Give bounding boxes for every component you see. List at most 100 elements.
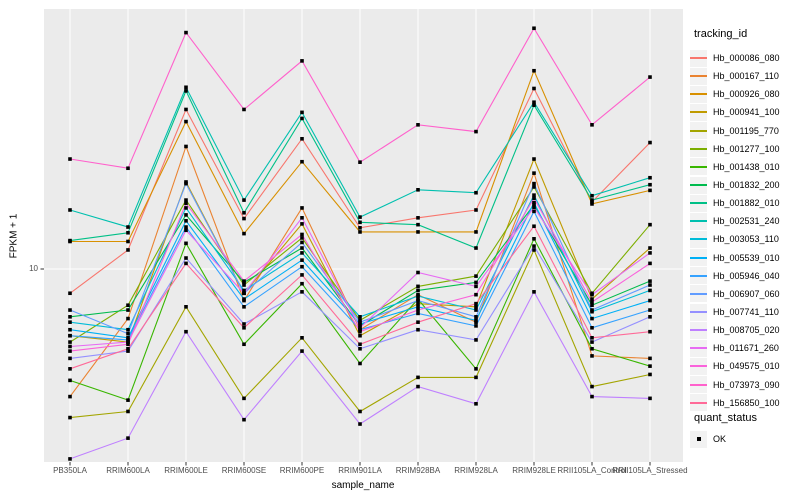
data-point[interactable]	[590, 340, 594, 344]
data-point[interactable]	[300, 251, 304, 255]
data-point[interactable]	[648, 329, 652, 334]
legend-item-Hb_005539_010[interactable]: Hb_005539_010	[690, 249, 780, 267]
data-point[interactable]	[242, 291, 246, 296]
data-point[interactable]	[68, 356, 72, 361]
data-point[interactable]	[68, 320, 72, 324]
data-point[interactable]	[242, 342, 246, 347]
data-point[interactable]	[590, 300, 594, 304]
legend-item-Hb_001832_200[interactable]: Hb_001832_200	[690, 176, 780, 194]
data-point[interactable]	[358, 315, 362, 319]
data-point[interactable]	[648, 222, 652, 227]
data-point[interactable]	[126, 166, 130, 171]
data-point[interactable]	[184, 241, 188, 246]
legend-item-ok[interactable]: OK	[690, 430, 726, 448]
data-point[interactable]	[300, 264, 304, 269]
data-point[interactable]	[358, 333, 362, 338]
legend-item-Hb_007741_110[interactable]: Hb_007741_110	[690, 303, 780, 321]
data-point[interactable]	[300, 116, 304, 121]
data-point[interactable]	[184, 206, 188, 210]
data-point[interactable]	[474, 246, 478, 250]
data-point[interactable]	[68, 415, 72, 420]
data-point[interactable]	[126, 316, 130, 321]
legend-item-Hb_156850_100[interactable]: Hb_156850_100	[690, 394, 780, 412]
data-point[interactable]	[300, 246, 304, 250]
data-point[interactable]	[474, 367, 478, 371]
legend-item-Hb_001195_770[interactable]: Hb_001195_770	[690, 122, 780, 140]
legend-item-Hb_000926_080[interactable]: Hb_000926_080	[690, 85, 780, 103]
data-point[interactable]	[358, 422, 362, 426]
data-point[interactable]	[532, 248, 536, 252]
data-point[interactable]	[474, 305, 478, 309]
data-point[interactable]	[416, 384, 420, 389]
data-point[interactable]	[126, 239, 130, 244]
data-point[interactable]	[416, 301, 420, 306]
data-point[interactable]	[358, 342, 362, 347]
legend-item-Hb_006907_060[interactable]: Hb_006907_060	[690, 285, 780, 303]
data-point[interactable]	[68, 291, 72, 296]
data-point[interactable]	[184, 213, 188, 217]
data-point[interactable]	[184, 144, 188, 149]
data-point[interactable]	[68, 208, 72, 212]
data-point[interactable]	[358, 409, 362, 414]
data-point[interactable]	[648, 396, 652, 401]
data-point[interactable]	[648, 308, 652, 312]
data-point[interactable]	[648, 283, 652, 287]
data-point[interactable]	[184, 219, 188, 223]
data-point[interactable]	[184, 225, 188, 229]
data-point[interactable]	[648, 251, 652, 255]
data-point[interactable]	[126, 409, 130, 414]
data-point[interactable]	[184, 181, 188, 186]
data-point[interactable]	[184, 89, 188, 93]
data-point[interactable]	[300, 159, 304, 164]
legend-item-Hb_003053_110[interactable]: Hb_003053_110	[690, 230, 780, 248]
data-point[interactable]	[474, 129, 478, 134]
data-point[interactable]	[416, 270, 420, 275]
data-point[interactable]	[474, 292, 478, 297]
data-point[interactable]	[184, 198, 188, 202]
data-point[interactable]	[416, 216, 420, 220]
data-point[interactable]	[242, 305, 246, 309]
data-point[interactable]	[474, 190, 478, 195]
data-point[interactable]	[68, 349, 72, 353]
data-point[interactable]	[184, 329, 188, 334]
data-point[interactable]	[532, 244, 536, 248]
data-point[interactable]	[474, 315, 478, 319]
data-point[interactable]	[474, 324, 478, 328]
data-point[interactable]	[300, 206, 304, 210]
data-point[interactable]	[648, 246, 652, 250]
data-point[interactable]	[358, 322, 362, 326]
data-point[interactable]	[300, 232, 304, 237]
data-point[interactable]	[68, 315, 72, 319]
legend-item-Hb_001277_100[interactable]: Hb_001277_100	[690, 140, 780, 158]
data-point[interactable]	[474, 284, 478, 289]
data-point[interactable]	[126, 436, 130, 440]
data-point[interactable]	[68, 457, 72, 461]
data-point[interactable]	[358, 230, 362, 234]
data-point[interactable]	[126, 338, 130, 342]
data-point[interactable]	[68, 157, 72, 161]
data-point[interactable]	[648, 315, 652, 319]
data-point[interactable]	[474, 375, 478, 380]
data-point[interactable]	[532, 26, 536, 31]
data-point[interactable]	[590, 200, 594, 204]
data-point[interactable]	[590, 202, 594, 206]
data-point[interactable]	[242, 322, 246, 326]
data-point[interactable]	[532, 200, 536, 205]
data-point[interactable]	[242, 279, 246, 283]
data-point[interactable]	[532, 237, 536, 241]
data-point[interactable]	[416, 123, 420, 127]
data-point[interactable]	[474, 338, 478, 342]
data-point[interactable]	[126, 303, 130, 308]
data-point[interactable]	[416, 230, 420, 234]
data-point[interactable]	[68, 344, 72, 349]
data-point[interactable]	[648, 364, 652, 368]
data-point[interactable]	[184, 119, 188, 124]
data-point[interactable]	[532, 103, 536, 108]
data-point[interactable]	[648, 140, 652, 145]
data-point[interactable]	[416, 188, 420, 192]
data-point[interactable]	[68, 340, 72, 344]
data-point[interactable]	[532, 193, 536, 197]
data-point[interactable]	[300, 349, 304, 353]
data-point[interactable]	[242, 231, 246, 236]
data-point[interactable]	[126, 349, 130, 353]
